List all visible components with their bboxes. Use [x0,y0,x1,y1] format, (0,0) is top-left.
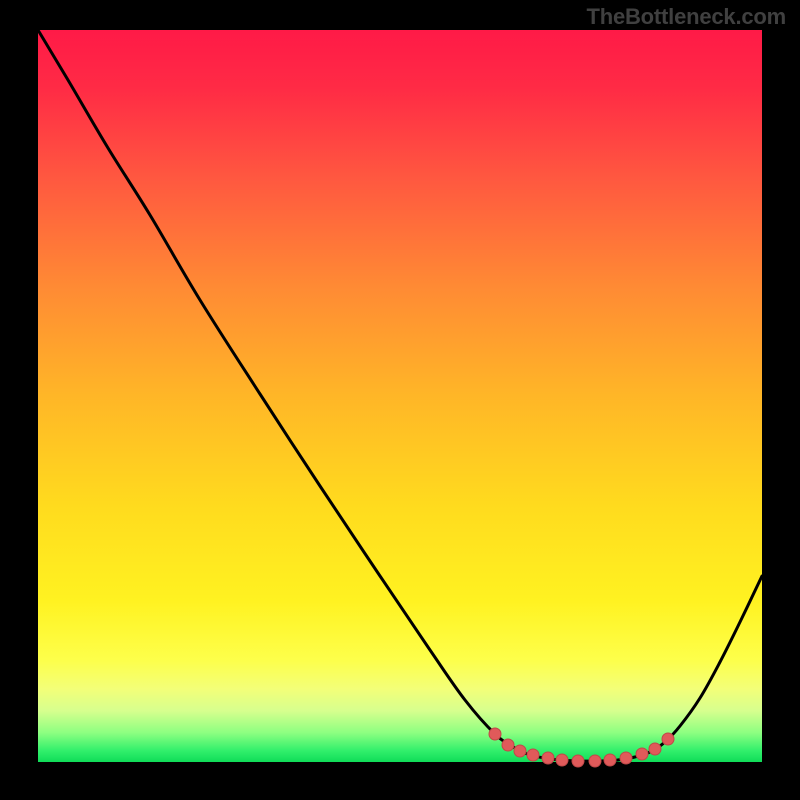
optimal-range-marker [572,755,584,767]
optimal-range-marker [489,728,501,740]
optimal-range-marker [527,749,539,761]
optimal-range-marker [589,755,601,767]
optimal-range-marker [649,743,661,755]
optimal-range-marker [556,754,568,766]
optimal-range-marker [662,733,674,745]
optimal-range-marker [514,745,526,757]
optimal-range-marker [636,748,648,760]
optimal-range-marker [542,752,554,764]
optimal-range-marker [620,752,632,764]
chart-gradient-background [38,30,762,762]
bottleneck-curve-chart [0,0,800,800]
optimal-range-marker [502,739,514,751]
optimal-range-marker [604,754,616,766]
watermark-text: TheBottleneck.com [586,4,786,30]
